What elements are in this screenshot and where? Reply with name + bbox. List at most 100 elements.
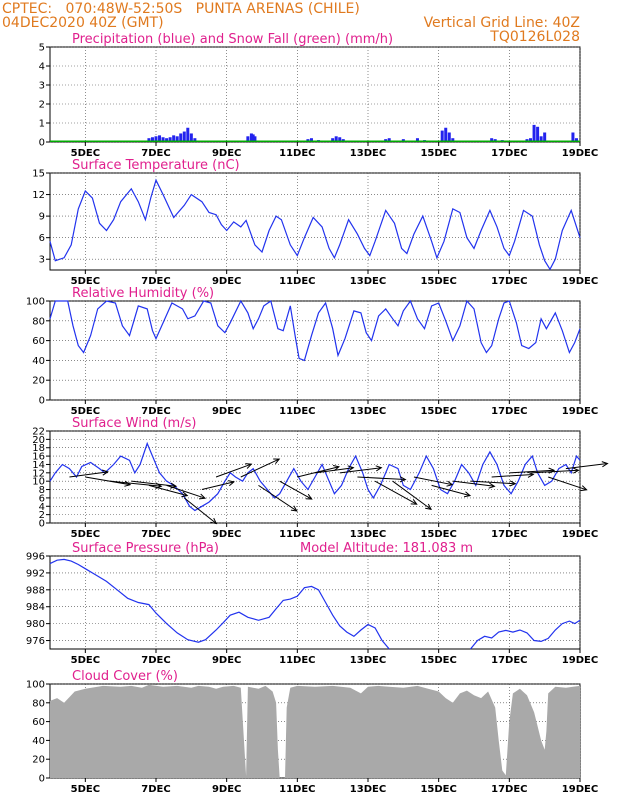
wind-xtick-label-3: 11DEC <box>279 529 315 540</box>
precip-bar-42 <box>543 132 547 142</box>
wind-arrow-head-16 <box>410 499 418 505</box>
humidity-ytick-label-5: 100 <box>26 297 45 308</box>
pressure-plot-frame <box>49 555 581 650</box>
rh-series-0-line <box>49 299 581 362</box>
pressure-annotation: Model Altitude: 181.083 m <box>300 541 473 556</box>
temperature-plot-frame <box>49 172 581 271</box>
wind-arrow-15 <box>357 476 406 481</box>
precip-bar-30 <box>440 130 444 142</box>
wind-series-0-line <box>49 441 581 512</box>
precipitation-title: Precipitation (blue) and Snow Fall (gree… <box>72 32 393 47</box>
pressure-ytick-label-3: 988 <box>26 585 45 596</box>
precipitation-plot-frame <box>49 46 581 143</box>
header-model-code: TQ0126L028 <box>489 29 580 45</box>
wind-arrow-12 <box>297 466 340 478</box>
wind-arrow-2 <box>110 480 162 487</box>
wind-arrow-5 <box>166 484 206 499</box>
wind-arrow-14 <box>339 467 382 474</box>
wind-ytick-label-8: 16 <box>32 452 45 463</box>
wind-xtick-label-6: 17DEC <box>491 529 527 540</box>
wind-xtick-label-2: 9DEC <box>212 529 241 540</box>
wind-arrow-head-24 <box>572 467 580 474</box>
precipitation-xtick-label-2: 9DEC <box>212 148 241 159</box>
precip-bar-21 <box>331 138 335 142</box>
temperature-panel: 3 6 9 12 15 5DEC 7DEC 9DEC 11DEC 13DEC 15DEC 17DEC 1… <box>32 158 598 287</box>
precip-bar-10 <box>182 131 186 142</box>
humidity-xtick-label-0: 5DEC <box>71 406 100 417</box>
pressure-title: Surface Pressure (hPa) <box>72 541 219 556</box>
temperature-ytick-label-1: 6 <box>39 233 45 244</box>
precipitation-xtick-label-5: 15DEC <box>420 148 456 159</box>
cloud-cover-ytick-label-0: 0 <box>39 774 45 785</box>
cloud-cover-panel: 0 20 40 60 80 100 5DEC 7DEC 9DEC 11DEC 13DEC 15DEC 1… <box>26 669 598 795</box>
temperature-ytick-label-4: 15 <box>32 169 45 180</box>
wind-arrow-head-11 <box>305 493 313 500</box>
precip-bar-13 <box>193 138 197 142</box>
cloud-cover-ytick-label-5: 100 <box>26 680 45 691</box>
cloud-cover-xtick-label-7: 19DEC <box>562 784 598 795</box>
cloud-cover-xtick-label-1: 7DEC <box>141 784 170 795</box>
wind-arrow-18 <box>413 476 453 486</box>
cloud-cover-ytick-label-2: 40 <box>32 736 45 747</box>
precip-bar-8 <box>175 136 179 142</box>
wind-ytick-label-0: 0 <box>39 519 45 530</box>
wind-arrow-head-9 <box>273 458 281 465</box>
wind-arrow-22 <box>491 473 534 478</box>
wind-ytick-label-10: 20 <box>32 435 45 446</box>
humidity-xtick-label-6: 17DEC <box>491 406 527 417</box>
humidity-plot-frame <box>49 300 581 401</box>
precip-bar-28 <box>415 138 419 142</box>
pressure-panel: 976 980 984 988 992 996 5DEC 7DEC 9DEC 11DEC 13DEC… <box>26 541 598 666</box>
precip-bar-33 <box>451 138 455 142</box>
wind-arrow-7 <box>201 481 235 491</box>
humidity-xtick-label-7: 19DEC <box>562 406 598 417</box>
precip-bar-7 <box>172 135 176 142</box>
precipitation-panel: 0 1 2 3 4 5 5DEC 7DEC 9DEC 11DEC 13DEC 15DEC 17DEC 19… <box>39 32 599 159</box>
wind-arrow-25 <box>548 476 587 491</box>
wind-arrow-1 <box>85 476 131 486</box>
humidity-xtick-label-5: 15DEC <box>420 406 456 417</box>
header-vertical-grid-line: Vertical Grid Line: 40Z <box>424 15 580 31</box>
cloud-cover-xtick-label-0: 5DEC <box>71 784 100 795</box>
wind-arrow-head-25 <box>580 485 588 492</box>
wind-arrow-head-0 <box>101 469 109 476</box>
precip-bar-40 <box>536 126 540 142</box>
wind-arrow-head-19 <box>464 491 472 498</box>
precipitation-xtick-label-3: 11DEC <box>279 148 315 159</box>
wind-arrow-head-7 <box>227 480 236 487</box>
wind-xtick-label-1: 7DEC <box>141 529 170 540</box>
cloud-cover-xtick-label-5: 15DEC <box>420 784 456 795</box>
pressure-xtick-label-7: 19DEC <box>562 655 598 666</box>
header-location: CPTEC: 070:48W-52:50S PUNTA ARENAS (CHIL… <box>2 1 360 17</box>
temperature-title: Surface Temperature (nC) <box>72 158 240 173</box>
precip-bar-38 <box>529 138 533 142</box>
wind-arrow-head-22 <box>527 471 535 478</box>
precipitation-xtick-label-4: 13DEC <box>350 148 386 159</box>
humidity-xtick-label-3: 11DEC <box>279 406 315 417</box>
wind-arrow-head-10 <box>290 505 298 512</box>
wind-xtick-label-0: 5DEC <box>71 529 100 540</box>
wind-arrow-9 <box>240 458 280 478</box>
precip-bar-44 <box>574 138 578 142</box>
precip-bar-0 <box>147 138 151 142</box>
wind-arrow-head-4 <box>181 491 189 498</box>
temperature-xtick-label-3: 11DEC <box>279 276 315 287</box>
wind-arrow-21 <box>470 480 516 485</box>
wind-ytick-label-5: 10 <box>32 477 45 488</box>
pressure-xtick-label-2: 9DEC <box>212 655 241 666</box>
wind-arrow-head-17 <box>425 503 433 510</box>
pressure-ytick-label-2: 984 <box>26 602 45 613</box>
wind-arrow-17 <box>392 480 432 510</box>
humidity-ytick-label-0: 0 <box>39 396 45 407</box>
pressure-xtick-label-3: 11DEC <box>279 655 315 666</box>
wind-arrow-head-20 <box>488 482 496 489</box>
pressure-xtick-label-1: 7DEC <box>141 655 170 666</box>
wind-arrow-10 <box>258 484 298 512</box>
temp-series-0-line <box>49 178 581 271</box>
cloud-cover-area <box>50 684 580 778</box>
wind-arrow-8 <box>215 463 252 478</box>
precip-bar-9 <box>179 133 183 142</box>
wind-ytick-label-9: 18 <box>32 443 45 454</box>
pressure-xtick-label-4: 13DEC <box>350 655 386 666</box>
